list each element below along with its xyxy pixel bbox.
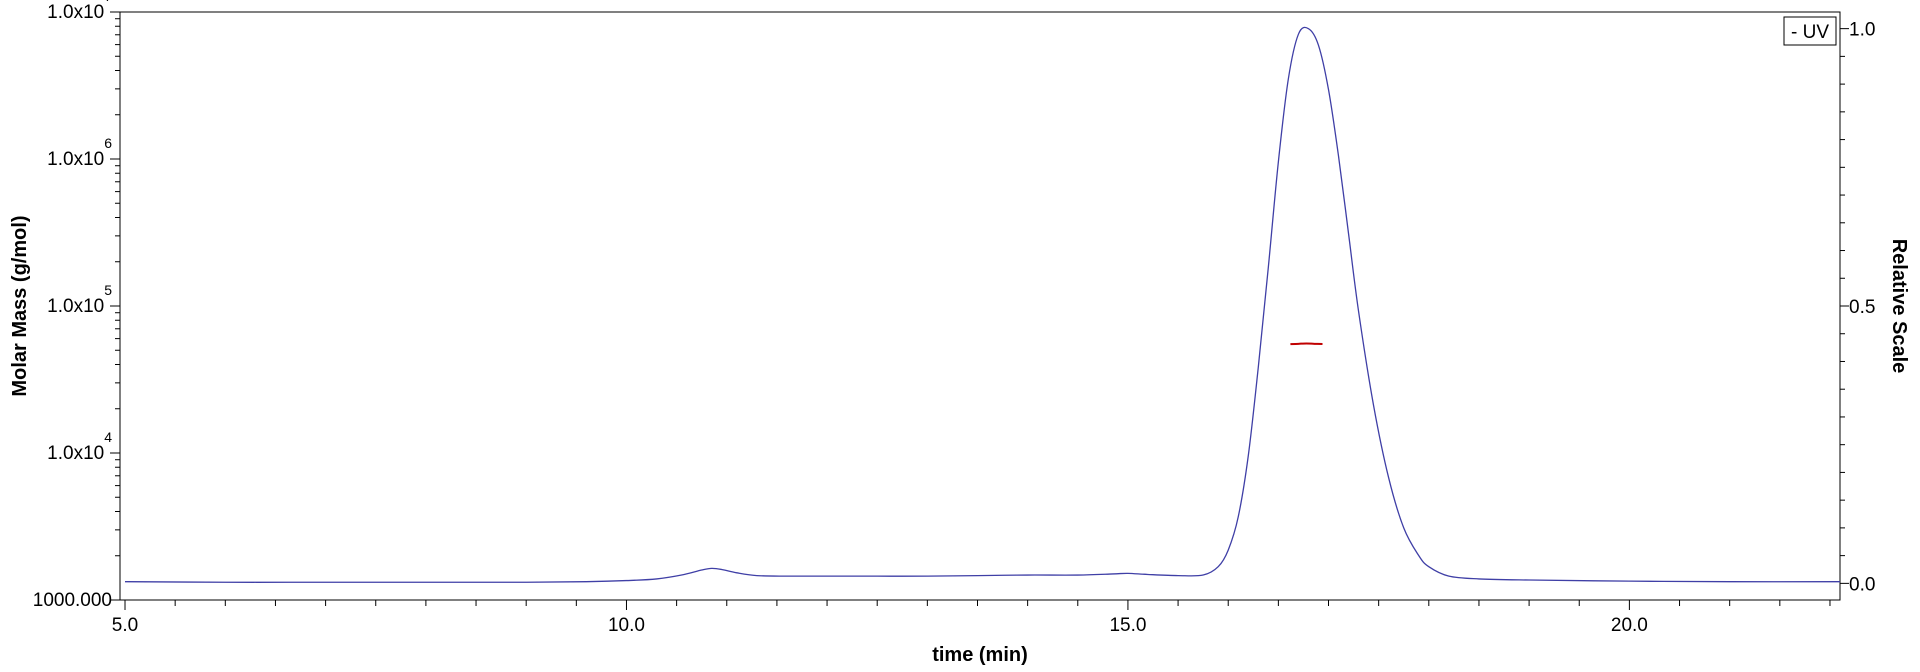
y2-axis-label: Relative Scale <box>1888 239 1910 374</box>
y-tick-label: 1.0x106 <box>47 135 112 170</box>
y-axis-left: 1000.000 1.0x104 1.0x105 1.0x106 1.0x107 <box>33 0 120 611</box>
y-tick-exponent: 4 <box>104 429 112 445</box>
legend: - UV <box>1783 16 1837 46</box>
uv-trace <box>125 26 1841 583</box>
y-tick-label: 1.0x107 <box>47 0 112 23</box>
legend-label: - UV <box>1791 22 1829 43</box>
y2-tick-label: 0.0 <box>1849 574 1875 595</box>
legend-box <box>1783 16 1837 46</box>
y-tick-label: 1.0x105 <box>47 282 112 317</box>
x-tick-label: 5.0 <box>112 615 138 636</box>
y-axis-label: Molar Mass (g/mol) <box>9 215 31 396</box>
y-tick-label: 1000.000 <box>33 590 112 611</box>
x-tick-label: 15.0 <box>1109 615 1146 636</box>
y-axis-right: 0.0 0.5 1.0 <box>1840 20 1875 595</box>
y-tick-label: 1.0x104 <box>47 429 112 464</box>
y2-tick-label: 0.5 <box>1849 297 1875 318</box>
plot-frame <box>119 11 1841 601</box>
y2-tick-label: 1.0 <box>1849 20 1875 41</box>
x-axis: 5.0 10.0 15.0 20.0 <box>112 600 1831 636</box>
series-layer <box>125 26 1841 583</box>
molar-mass-trace <box>1290 342 1323 346</box>
x-tick-label: 20.0 <box>1611 615 1648 636</box>
y-tick-exponent: 6 <box>104 135 112 151</box>
y-tick-exponent: 7 <box>104 0 112 4</box>
x-axis-label: time (min) <box>932 644 1028 666</box>
x-tick-label: 10.0 <box>608 615 645 636</box>
y-tick-exponent: 5 <box>104 282 112 298</box>
